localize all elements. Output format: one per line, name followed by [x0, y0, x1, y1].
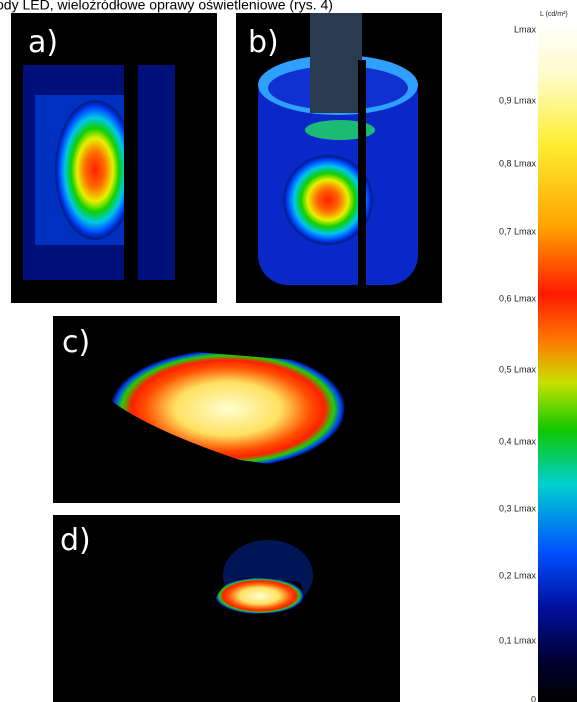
colorbar-label: 0,7 Lmax	[499, 226, 537, 236]
colorbar-label: 0	[531, 694, 536, 702]
colorbar-label: 0,3 Lmax	[499, 503, 537, 513]
panel-b: b)	[236, 13, 442, 303]
panel-a: a)	[11, 13, 217, 303]
panel-label: b)	[248, 25, 279, 60]
colorbar-label: 0,6 Lmax	[499, 293, 537, 303]
figure: ody LED, wieloźródłowe oprawy oświetleni…	[0, 0, 577, 702]
colorbar-label: 0,1 Lmax	[499, 635, 537, 645]
panel-label: d)	[60, 523, 91, 558]
colorbar-label: 0,8 Lmax	[499, 158, 537, 168]
panel-d: d)	[53, 515, 400, 702]
colorbar-label: 0,4 Lmax	[499, 436, 537, 446]
colorbar: L (cd/m²) Lmax 0,9 Lmax 0,8 Lmax 0,7 Lmax 0,…	[499, 11, 577, 702]
colorbar-label: Lmax	[514, 24, 537, 34]
colorbar-label: 0,5 Lmax	[499, 364, 537, 374]
caption: ody LED, wieloźródłowe oprawy oświetleni…	[0, 0, 333, 13]
colorbar-label: 0,2 Lmax	[499, 570, 537, 580]
panel-label: c)	[62, 325, 90, 360]
panel-label: a)	[28, 25, 58, 60]
colorbar-gradient	[538, 22, 577, 702]
panel-c: c)	[53, 316, 400, 503]
colorbar-label: 0,9 Lmax	[499, 95, 537, 105]
colorbar-unit: L (cd/m²)	[540, 11, 568, 18]
